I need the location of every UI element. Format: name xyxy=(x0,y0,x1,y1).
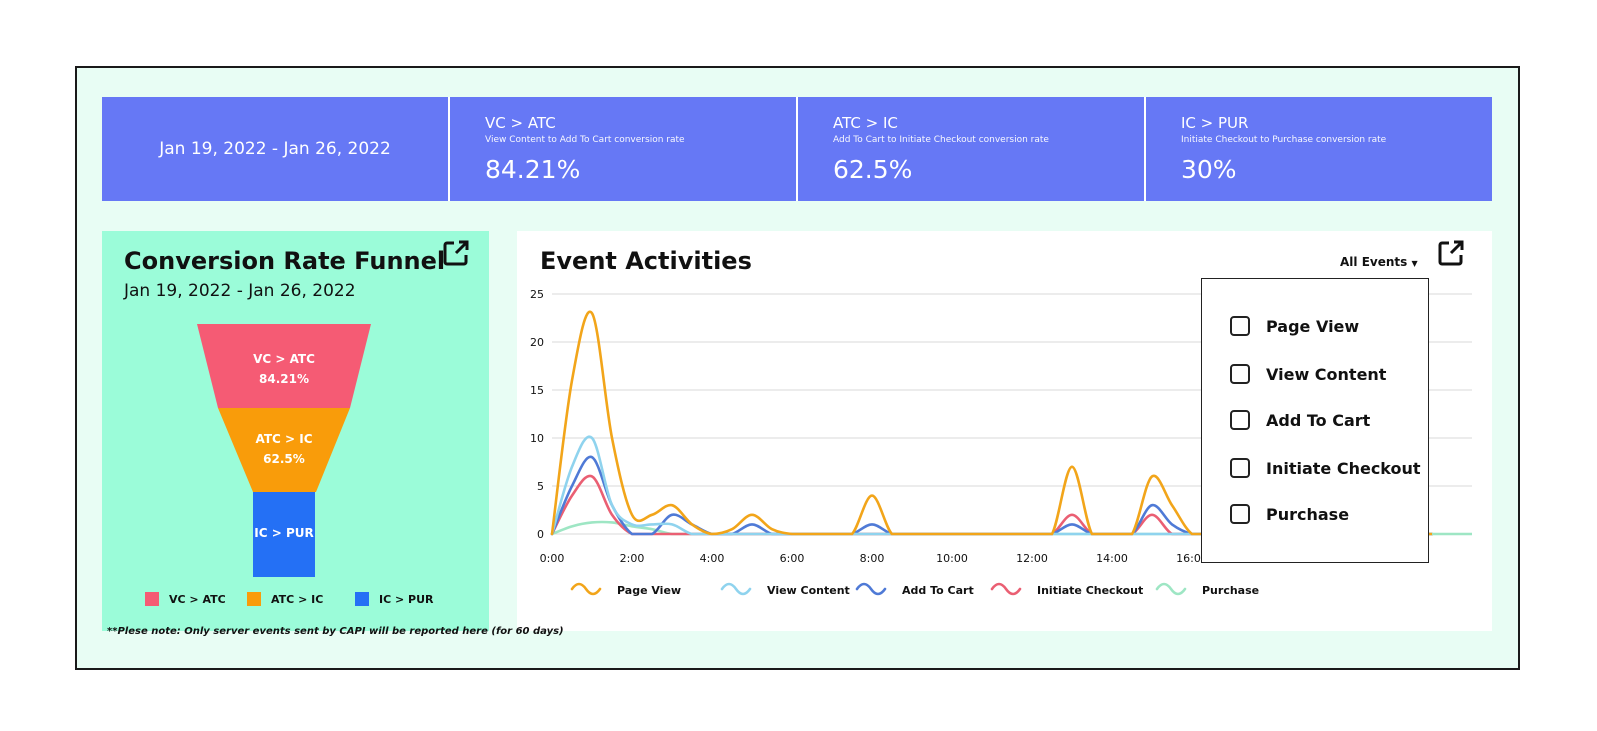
legend-swatch-add-to-cart xyxy=(855,582,887,596)
funnel-stage-ic-pur xyxy=(253,492,315,577)
stat-title: ATC > IC xyxy=(833,114,898,132)
funnel-date-range: Jan 19, 2022 - Jan 26, 2022 xyxy=(124,281,356,301)
x-tick-label: 6:00 xyxy=(780,552,805,565)
funnel-stage-label: ATC > IC 62.5% xyxy=(234,429,334,469)
option-label: Add To Cart xyxy=(1266,410,1371,430)
legend-label: ATC > IC xyxy=(271,592,324,606)
legend-label: Purchase xyxy=(1202,584,1259,597)
funnel-title: Conversion Rate Funnel xyxy=(124,247,446,275)
funnel-legend-item: ATC > IC xyxy=(247,592,323,606)
funnel-stage-label: IC > PUR xyxy=(234,523,334,543)
y-tick-label: 5 xyxy=(537,480,544,493)
checkbox[interactable] xyxy=(1230,364,1250,384)
dropdown-option-view-content[interactable]: View Content xyxy=(1230,364,1386,384)
legend-label: Initiate Checkout xyxy=(1037,584,1143,597)
stat-title: VC > ATC xyxy=(485,114,556,132)
legend-label: Page View xyxy=(617,584,681,597)
dropdown-option-page-view[interactable]: Page View xyxy=(1230,316,1359,336)
stat-subtitle: Initiate Checkout to Purchase conversion… xyxy=(1181,135,1387,145)
stat-value: 84.21% xyxy=(485,155,581,184)
legend-swatch xyxy=(145,592,159,606)
y-tick-label: 10 xyxy=(530,432,544,445)
events-dropdown-panel: Page View View Content Add To Cart Initi… xyxy=(1201,278,1429,563)
funnel-stage-name: ATC > IC xyxy=(255,432,313,446)
legend-label: Add To Cart xyxy=(902,584,974,597)
checkbox[interactable] xyxy=(1230,504,1250,524)
dropdown-option-add-to-cart[interactable]: Add To Cart xyxy=(1230,410,1370,430)
stat-subtitle: Add To Cart to Initiate Checkout convers… xyxy=(833,135,1049,145)
x-tick-label: 12:00 xyxy=(1016,552,1048,565)
stat-value: 62.5% xyxy=(833,155,913,184)
funnel-stage-label: VC > ATC 84.21% xyxy=(234,349,334,389)
checkbox[interactable] xyxy=(1230,458,1250,478)
legend-label: IC > PUR xyxy=(379,592,434,606)
x-tick-label: 8:00 xyxy=(860,552,885,565)
y-tick-label: 25 xyxy=(530,288,544,301)
y-tick-label: 15 xyxy=(530,384,544,397)
external-link-icon[interactable] xyxy=(1437,239,1465,267)
stat-ic-pur: IC > PUR Initiate Checkout to Purchase c… xyxy=(1144,97,1492,201)
option-label: Page View xyxy=(1266,316,1360,336)
external-link-icon[interactable] xyxy=(442,239,470,267)
x-tick-label: 16:00 xyxy=(1176,552,1208,565)
legend-label: View Content xyxy=(767,584,850,597)
stat-value: 30% xyxy=(1181,155,1237,184)
funnel-legend-item: IC > PUR xyxy=(355,592,434,606)
funnel-stage-atc-ic xyxy=(218,408,350,492)
option-label: View Content xyxy=(1266,364,1387,384)
dropdown-option-purchase[interactable]: Purchase xyxy=(1230,504,1349,524)
y-tick-label: 0 xyxy=(537,528,544,541)
legend-swatch-purchase xyxy=(1155,582,1187,596)
funnel-chart xyxy=(197,324,371,577)
legend-swatch-initiate-checkout xyxy=(990,582,1022,596)
stat-vc-atc: VC > ATC View Content to Add To Cart con… xyxy=(448,97,796,201)
funnel-legend-item: VC > ATC xyxy=(145,592,226,606)
legend-swatch xyxy=(247,592,261,606)
event-activities-title: Event Activities xyxy=(540,247,752,275)
stats-bar: Jan 19, 2022 - Jan 26, 2022 VC > ATC Vie… xyxy=(102,97,1492,201)
x-tick-label: 14:00 xyxy=(1096,552,1128,565)
x-tick-label: 2:00 xyxy=(620,552,645,565)
stat-title: IC > PUR xyxy=(1181,114,1249,132)
option-label: Purchase xyxy=(1266,504,1350,524)
events-filter-label: All Events xyxy=(1340,255,1408,269)
legend-swatch-page-view xyxy=(570,582,602,596)
legend-label: VC > ATC xyxy=(169,592,226,606)
capi-note: **Plese note: Only server events sent by… xyxy=(107,626,564,637)
legend-swatch-view-content xyxy=(720,582,752,596)
x-tick-label: 10:00 xyxy=(936,552,968,565)
funnel-stage-value: 84.21% xyxy=(259,372,309,386)
stat-atc-ic: ATC > IC Add To Cart to Initiate Checkou… xyxy=(796,97,1144,201)
x-tick-label: 0:00 xyxy=(540,552,565,565)
stat-date-range: Jan 19, 2022 - Jan 26, 2022 xyxy=(102,97,448,201)
funnel-stage-name: IC > PUR xyxy=(254,526,314,540)
legend-swatch xyxy=(355,592,369,606)
x-tick-label: 4:00 xyxy=(700,552,725,565)
checkbox[interactable] xyxy=(1230,316,1250,336)
dropdown-option-initiate-checkout[interactable]: Initiate Checkout xyxy=(1230,458,1421,478)
dashboard-frame: Jan 19, 2022 - Jan 26, 2022 VC > ATC Vie… xyxy=(75,66,1520,670)
funnel-card: Conversion Rate Funnel Jan 19, 2022 - Ja… xyxy=(102,231,489,631)
stat-subtitle: View Content to Add To Cart conversion r… xyxy=(485,135,685,145)
checkbox[interactable] xyxy=(1230,410,1250,430)
option-label: Initiate Checkout xyxy=(1266,458,1421,478)
caret-down-icon: ▼ xyxy=(1411,259,1418,268)
events-filter-dropdown[interactable]: All Events ▼ xyxy=(1340,255,1418,269)
stat-date-range-text: Jan 19, 2022 - Jan 26, 2022 xyxy=(159,139,391,159)
funnel-stage-name: VC > ATC xyxy=(253,352,315,366)
funnel-stage-vc-atc xyxy=(197,324,371,408)
funnel-stage-value: 62.5% xyxy=(263,452,305,466)
y-tick-label: 20 xyxy=(530,336,544,349)
